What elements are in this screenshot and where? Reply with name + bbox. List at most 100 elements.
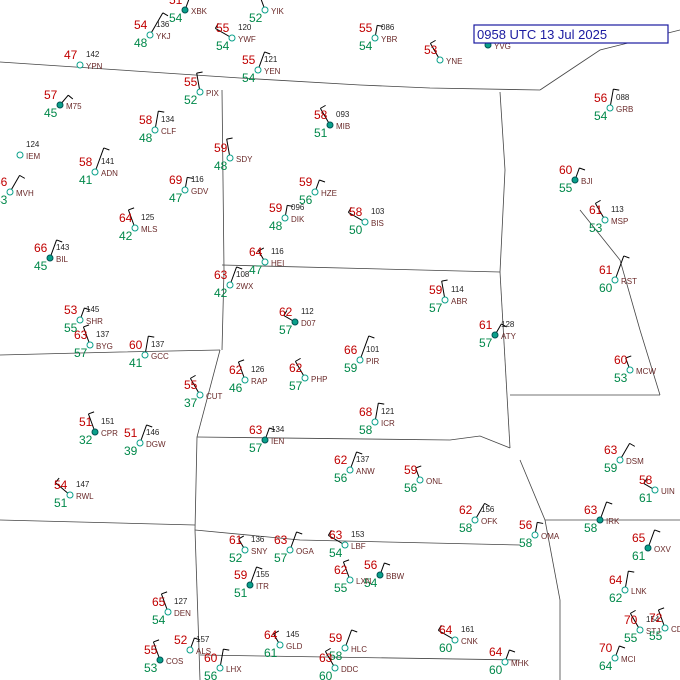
station-circle-icon bbox=[371, 34, 379, 42]
station-pix[interactable]: 55 52 PIX bbox=[184, 71, 220, 107]
station-ypn[interactable]: 47 142 YPN bbox=[64, 48, 103, 71]
station-mci[interactable]: 70 64 MCI bbox=[599, 641, 636, 673]
station-bji[interactable]: 60 55 BJI bbox=[559, 163, 593, 195]
station-d07[interactable]: 62 57 112 D07 bbox=[279, 305, 316, 337]
station-ddc[interactable]: 63 60 DDC bbox=[319, 647, 359, 680]
station-cpr[interactable]: 51 32 151 CPR bbox=[79, 411, 118, 447]
dewpoint-label: 60 bbox=[599, 281, 613, 295]
station-byg[interactable]: 63 57 137 BYG bbox=[74, 324, 113, 360]
station-mls[interactable]: 64 42 125 MLS bbox=[119, 207, 157, 243]
station-circle-icon bbox=[91, 428, 99, 436]
station-lhx[interactable]: 60 56 LHX bbox=[204, 648, 242, 680]
station-circle-icon bbox=[46, 254, 54, 262]
wind-barb-flag bbox=[226, 137, 233, 140]
station-msp[interactable]: 61 53 113 MSP bbox=[589, 199, 628, 235]
station-circle-icon bbox=[301, 374, 309, 382]
station-irk[interactable]: 63 58 IRK bbox=[584, 501, 620, 535]
station-mhk[interactable]: 64 60 MHK bbox=[489, 645, 529, 677]
station-rst[interactable]: 61 60 RST bbox=[599, 255, 637, 295]
station-pir[interactable]: 66 59 101 PIR bbox=[344, 335, 380, 375]
station-rap[interactable]: 62 46 126 RAP bbox=[229, 359, 267, 395]
station-hei[interactable]: 64 47 116 HEI bbox=[249, 245, 284, 277]
station-lxn[interactable]: 62 55 LXN bbox=[334, 559, 372, 595]
station-gcc[interactable]: 60 41 137 GCC bbox=[129, 335, 169, 370]
station-grb[interactable]: 56 54 088 GRB bbox=[594, 88, 633, 123]
station-ywf[interactable]: 55 54 120 YWF bbox=[214, 21, 256, 53]
station-id-label: GDV bbox=[191, 187, 209, 196]
station-php[interactable]: 62 57 PHP bbox=[289, 357, 327, 393]
dewpoint-label: 37 bbox=[184, 396, 198, 410]
station-rwl[interactable]: 54 51 147 RWL bbox=[54, 477, 94, 510]
temperature-label: 59 bbox=[404, 463, 418, 477]
station-hze[interactable]: 59 56 HZE bbox=[299, 175, 337, 207]
station-circle-icon bbox=[226, 281, 234, 289]
temperature-label: 58 bbox=[79, 155, 93, 169]
station-mvh[interactable]: 56 43 MVH bbox=[0, 174, 34, 207]
station-dsm[interactable]: 63 59 DSM bbox=[604, 442, 644, 475]
station-den[interactable]: 65 54 127 DEN bbox=[152, 591, 191, 627]
station-shr[interactable]: 53 55 145 SHR bbox=[64, 303, 103, 335]
dewpoint-label: 53 bbox=[589, 221, 603, 235]
station-clf[interactable]: 58 48 134 CLF bbox=[139, 110, 176, 145]
station-gld[interactable]: 64 61 145 GLD bbox=[264, 628, 303, 660]
wind-barb-flag bbox=[128, 207, 135, 211]
station-xbk[interactable]: 51 54 XBK bbox=[169, 0, 208, 25]
station-yik[interactable]: 52 YIK bbox=[249, 0, 285, 25]
station-oxv[interactable]: 65 61 OXV bbox=[632, 529, 672, 563]
station-aty[interactable]: 61 57 128 ATY bbox=[479, 318, 517, 350]
station-cos[interactable]: 55 53 COS bbox=[144, 639, 183, 675]
temperature-label: 66 bbox=[34, 241, 48, 255]
station-cnk[interactable]: 64 60 161 CNK bbox=[437, 623, 479, 655]
station-mib[interactable]: 58 51 093 MIB bbox=[314, 104, 350, 140]
station-circle-icon bbox=[331, 664, 339, 672]
station-oma[interactable]: 56 58 OMA bbox=[519, 518, 560, 550]
station-yen[interactable]: 55 54 121 YEN bbox=[242, 51, 281, 85]
state-border-mt-wy bbox=[0, 349, 221, 356]
wind-barb-flag bbox=[88, 411, 95, 415]
station-cut[interactable]: 55 37 CUT bbox=[184, 374, 223, 410]
station-ybr[interactable]: 55 54 086 YBR bbox=[359, 21, 398, 53]
temperature-label: 60 bbox=[204, 651, 218, 665]
station-2wx[interactable]: 63 42 108 2WX bbox=[214, 266, 254, 300]
station-dgw[interactable]: 51 39 146 DGW bbox=[124, 424, 166, 458]
station-uin[interactable]: 58 61 UIN bbox=[639, 473, 675, 505]
station-itr[interactable]: 59 51 155 ITR bbox=[234, 566, 270, 600]
station-stj[interactable]: 70 55 154 STJ bbox=[624, 609, 660, 645]
station-ykj[interactable]: 54 48 136 YKJ bbox=[134, 12, 171, 50]
station-sdy[interactable]: 59 48 SDY bbox=[214, 137, 253, 173]
station-onl[interactable]: 59 56 ONL bbox=[404, 463, 443, 495]
station-bis[interactable]: 58 50 103 BIS bbox=[347, 205, 385, 237]
state-border-ks-ok bbox=[199, 654, 521, 661]
station-als[interactable]: 52 157 ALS bbox=[174, 633, 211, 656]
wind-barb-flag bbox=[484, 502, 491, 507]
station-iem[interactable]: 124 IEM bbox=[16, 140, 41, 161]
station-ien[interactable]: 63 57 134 IEN bbox=[249, 423, 285, 455]
station-adn[interactable]: 58 41 141 ADN bbox=[79, 147, 118, 187]
station-lnk[interactable]: 64 62 LNK bbox=[609, 570, 647, 605]
station-yne[interactable]: 53 YNE bbox=[424, 39, 462, 66]
wind-barb-flag bbox=[238, 359, 245, 363]
station-cdj[interactable]: 72 55 CDJ bbox=[649, 607, 680, 643]
dewpoint-label: 58 bbox=[359, 423, 373, 437]
station-m75[interactable]: 57 45 M75 bbox=[44, 88, 82, 120]
station-circle-icon bbox=[276, 641, 284, 649]
station-circle-icon bbox=[196, 88, 204, 96]
station-dik[interactable]: 59 48 096 DIK bbox=[269, 201, 305, 233]
wind-barb-flag bbox=[415, 465, 422, 469]
dewpoint-label: 39 bbox=[124, 444, 138, 458]
station-ofk[interactable]: 62 58 156 OFK bbox=[459, 502, 498, 535]
station-lbf[interactable]: 63 54 153 LBF bbox=[327, 528, 366, 560]
station-id-label: M75 bbox=[66, 102, 82, 111]
station-bbw[interactable]: 56 54 BBW bbox=[364, 558, 405, 590]
station-icr[interactable]: 68 58 121 ICR bbox=[359, 402, 395, 437]
station-bil[interactable]: 66 45 143 BIL bbox=[34, 239, 70, 273]
station-abr[interactable]: 59 57 114 ABR bbox=[429, 279, 468, 315]
wind-barb-flag bbox=[153, 639, 160, 643]
station-hlc[interactable]: 59 58 HLC bbox=[329, 629, 367, 663]
station-anw[interactable]: 62 56 137 ANW bbox=[334, 451, 375, 485]
station-sny[interactable]: 61 52 136 SNY bbox=[229, 533, 268, 565]
station-oga[interactable]: 63 57 OGA bbox=[274, 531, 314, 565]
station-mcw[interactable]: 60 53 MCW bbox=[614, 353, 656, 385]
station-gdv[interactable]: 69 47 116 GDV bbox=[169, 173, 209, 205]
station-circle-icon bbox=[6, 188, 14, 196]
